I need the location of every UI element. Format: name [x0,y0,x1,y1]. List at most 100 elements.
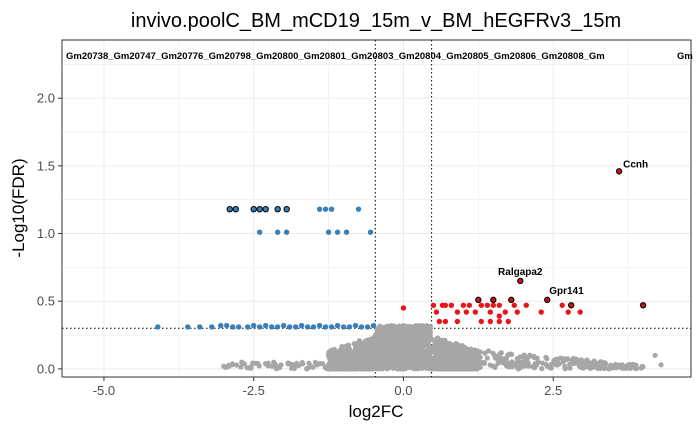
point-not-significant [378,339,385,345]
point-not-significant [615,362,622,368]
point-not-significant [479,359,485,366]
point-not-significant [503,355,510,361]
point-down [334,229,341,235]
point-not-significant [350,355,356,361]
axes: -5.0 -2.5 0.0 2.5 0.0 0.5 1.0 1.5 2.0 [37,91,562,398]
point-up [466,302,473,308]
point-down [304,324,311,330]
point-not-significant [484,355,490,361]
point-not-significant [274,364,280,370]
point-up [400,305,407,311]
point-up [460,302,467,308]
point-not-significant [373,341,380,347]
point-not-significant [414,334,420,340]
point-up [505,318,511,325]
point-up [511,302,517,308]
point-not-significant [426,332,432,338]
point-not-significant [387,336,393,342]
gene-label: Ralgapa2 [498,267,543,278]
point-not-significant [658,362,664,368]
point-down [292,324,299,330]
point-not-significant [400,346,406,352]
point-up [523,302,529,308]
point-down [346,324,353,330]
point-up [496,318,503,325]
point-not-significant [396,344,402,350]
point-not-significant [299,359,305,366]
point-up [478,302,485,308]
point-up [430,302,437,308]
point-up [436,318,443,325]
point-not-significant [221,363,227,369]
point-not-significant [531,355,538,361]
point-not-significant [585,361,592,367]
point-down [328,206,335,212]
point-not-significant [607,365,613,372]
point-not-significant [416,328,422,334]
point-not-significant [373,357,379,363]
point-labeled-down [262,205,269,213]
point-not-significant [403,357,410,363]
point-not-significant [411,350,417,356]
point-not-significant [413,323,419,329]
point-not-significant [346,348,352,355]
point-not-significant [373,353,379,359]
point-not-significant [357,339,363,345]
point-not-significant [464,355,470,362]
point-down [224,322,230,329]
point-not-significant [304,366,310,372]
point-not-significant [409,333,415,339]
point-labeled-up [615,168,623,175]
point-down [328,324,335,330]
point-not-significant [353,345,359,351]
point-not-significant [539,366,545,372]
point-labeled-up [567,302,575,309]
point-down [352,322,359,329]
point-not-significant [378,352,385,358]
point-not-significant [362,339,368,345]
point-up [442,318,449,325]
point-labeled-down [250,205,257,213]
point-not-significant [388,327,394,333]
point-not-significant [431,348,437,355]
point-not-significant [368,364,374,370]
point-down [286,324,293,330]
point-down [355,206,362,212]
point-labeled-up [490,296,497,304]
point-not-significant [253,360,259,366]
point-not-significant [507,351,513,357]
point-not-significant [540,360,546,366]
point-not-significant [434,364,440,370]
point-not-significant [524,355,531,361]
point-not-significant [408,324,414,330]
point-not-significant [390,341,397,347]
y-tick-label: 0.0 [37,361,55,376]
point-not-significant [525,363,532,369]
point-not-significant [475,360,481,367]
point-not-significant [447,364,453,370]
point-down [274,229,281,235]
point-not-significant [462,360,468,366]
point-down [197,324,203,330]
point-not-significant [514,356,520,362]
point-down [340,324,347,330]
point-not-significant [402,361,408,367]
point-not-significant [356,363,362,370]
point-down [230,324,236,330]
point-not-significant [341,359,347,366]
point-not-significant [562,365,568,371]
point-not-significant [320,361,326,367]
x-tick-label: -5.0 [93,383,115,398]
point-not-significant [494,353,500,359]
point-down [185,324,191,330]
point-labeled-down [256,205,263,213]
point-not-significant [517,365,523,371]
point-not-significant [567,361,573,367]
point-not-significant [428,365,435,371]
point-not-significant [404,325,410,332]
point-down [310,324,317,330]
point-not-significant [426,354,432,360]
point-not-significant [425,347,431,353]
point-up [538,309,544,315]
